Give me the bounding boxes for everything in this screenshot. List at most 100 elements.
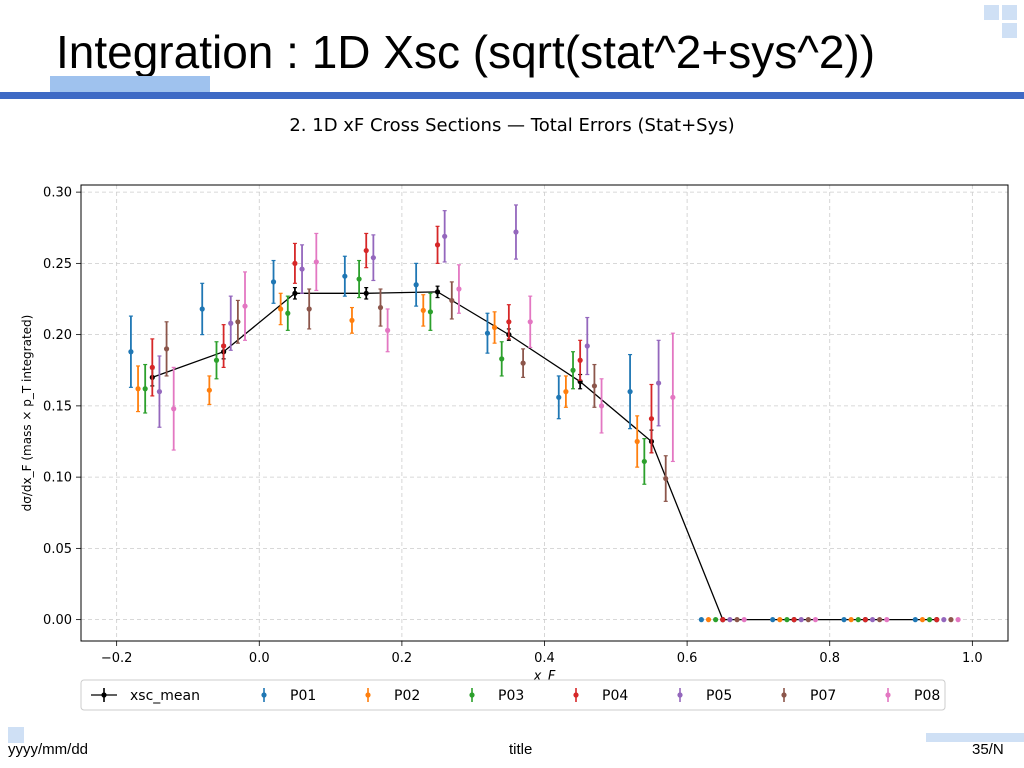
data-point — [135, 386, 141, 392]
y-tick-label: 0.00 — [43, 613, 72, 628]
legend: xsc_mean P01 P02 P03 P04 P05 P07 P08 — [80, 679, 946, 711]
series-p08 — [171, 232, 961, 623]
data-point — [798, 617, 804, 623]
data-point — [556, 394, 562, 400]
series-p07 — [163, 281, 954, 623]
legend-label: P07 — [810, 688, 836, 704]
data-point — [919, 617, 926, 623]
data-point — [484, 330, 491, 336]
data-point — [499, 356, 505, 362]
x-tick-label: 0.0 — [249, 651, 270, 666]
data-point — [342, 273, 348, 279]
footer-title: title — [509, 741, 533, 758]
data-point — [577, 357, 583, 363]
data-point — [670, 394, 676, 400]
legend-item-p03: P03 — [469, 688, 524, 704]
x-tick-label: 0.2 — [392, 651, 413, 666]
data-point — [456, 286, 462, 292]
data-point — [855, 617, 861, 623]
data-point — [420, 307, 426, 313]
data-point — [413, 282, 419, 288]
data-point — [948, 617, 954, 623]
legend-item-p02: P02 — [365, 688, 420, 704]
data-point — [727, 617, 733, 623]
data-point — [770, 617, 776, 623]
y-tick-label: 0.05 — [43, 542, 72, 557]
footer-page-number: 35/N — [972, 741, 1004, 758]
data-point — [292, 260, 298, 266]
data-point — [313, 259, 319, 265]
data-point — [884, 617, 890, 623]
legend-marker — [677, 692, 683, 698]
series-p02 — [135, 292, 926, 623]
footer-date: yyyy/mm/dd — [8, 741, 89, 758]
data-point — [434, 242, 441, 248]
series-p01 — [128, 255, 918, 623]
x-tick-label: 0.8 — [819, 651, 840, 666]
data-point — [149, 364, 155, 370]
legend-label: P01 — [290, 688, 316, 704]
data-point — [235, 319, 241, 325]
y-axis-label: dσ/dx_F (mass × p_T integrated) — [20, 315, 34, 512]
data-point — [698, 617, 704, 623]
data-point — [128, 349, 134, 355]
data-point — [349, 317, 355, 323]
data-point — [570, 367, 576, 373]
data-point — [741, 617, 747, 623]
y-tick-label: 0.20 — [43, 328, 72, 343]
legend-marker — [365, 692, 371, 698]
data-point — [926, 617, 933, 623]
data-point — [306, 306, 312, 312]
data-point — [213, 357, 220, 363]
data-point — [912, 617, 918, 623]
data-point — [663, 475, 669, 482]
data-point — [934, 617, 940, 623]
data-point — [877, 617, 883, 623]
data-point — [377, 304, 384, 311]
data-point — [584, 343, 590, 349]
data-point — [791, 617, 797, 623]
data-point — [228, 320, 234, 326]
data-point — [862, 617, 868, 623]
chart: 2. 1D xF Cross Sections — Total Errors (… — [20, 115, 1009, 711]
data-point — [848, 617, 854, 623]
data-point — [941, 617, 947, 623]
data-point — [869, 617, 876, 623]
legend-marker — [469, 692, 475, 698]
legend-item-xsc-mean: xsc_mean — [91, 688, 200, 704]
legend-label: P04 — [602, 688, 628, 704]
data-point — [199, 306, 205, 312]
legend-item-p01: P01 — [261, 688, 316, 704]
legend-marker — [261, 692, 267, 698]
data-point — [278, 306, 284, 312]
data-point — [491, 324, 498, 331]
data-point — [641, 458, 647, 465]
title-accent-bar — [50, 76, 210, 92]
data-point — [784, 617, 790, 623]
series-p04 — [149, 225, 940, 623]
data-point — [734, 617, 740, 623]
title-underline-bar — [0, 92, 1024, 99]
data-point — [142, 386, 148, 392]
data-point — [171, 406, 177, 412]
data-point — [442, 233, 448, 239]
data-point — [363, 290, 369, 296]
data-point — [777, 617, 783, 623]
slide-title: Integration : 1D Xsc (sqrt(stat^2+sys^2)… — [56, 26, 876, 78]
data-point — [713, 617, 719, 623]
corner-decoration — [984, 5, 1020, 41]
data-point — [506, 319, 512, 325]
legend-item-p08: P08 — [885, 688, 940, 704]
data-point — [634, 438, 640, 445]
data-point — [705, 617, 712, 623]
legend-label: P05 — [706, 688, 732, 704]
x-tick-label: 1.0 — [962, 651, 983, 666]
data-point — [370, 255, 376, 261]
data-point — [434, 289, 441, 295]
data-point — [627, 389, 633, 395]
data-point — [563, 389, 569, 395]
chart-title: 2. 1D xF Cross Sections — Total Errors (… — [289, 115, 734, 136]
legend-item-p05: P05 — [677, 688, 732, 704]
legend-frame — [80, 679, 946, 711]
legend-item-p07: P07 — [781, 688, 836, 704]
